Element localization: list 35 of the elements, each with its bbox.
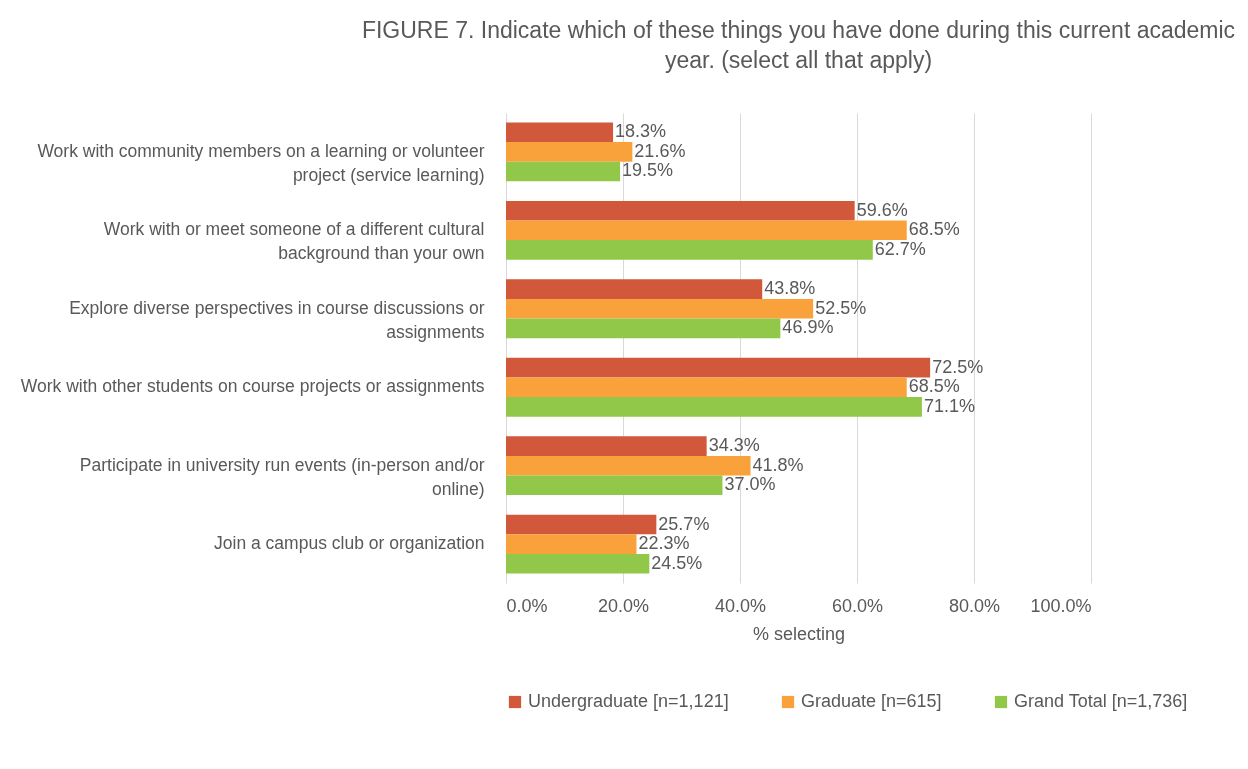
x-tick-label: 80.0% xyxy=(948,595,1001,616)
data-label: 68.5% xyxy=(908,219,960,240)
data-label: 62.7% xyxy=(874,238,926,259)
data-label: 68.5% xyxy=(908,376,960,397)
legend-label: Grand Total [n=1,736] xyxy=(1014,691,1188,711)
x-tick-label: 0.0% xyxy=(506,595,548,616)
x-tick-label: 20.0% xyxy=(597,595,650,616)
y-tick-label: Work with or meet someone of a different cultural background than your own xyxy=(103,219,485,264)
x-tick-label: 40.0% xyxy=(714,595,767,616)
data-label: 43.8% xyxy=(764,278,816,299)
data-label: 21.6% xyxy=(634,140,686,161)
legend-label: Graduate [n=615] xyxy=(801,691,942,711)
data-label: 59.6% xyxy=(856,199,908,220)
data-label: 19.5% xyxy=(622,160,674,181)
data-label: 24.5% xyxy=(651,552,703,573)
data-label: 46.9% xyxy=(782,317,834,338)
y-tick-label: Join a campus club or organization xyxy=(214,533,485,554)
y-tick-label: Participate in university run events (in-person and/or online) xyxy=(79,454,485,499)
data-label: 52.5% xyxy=(815,297,867,318)
data-label: 34.3% xyxy=(708,435,760,456)
data-label: 37.0% xyxy=(724,474,776,495)
data-label: 22.3% xyxy=(638,533,690,554)
y-tick-label: Work with community members on a learning or volunteer project (service learning) xyxy=(37,140,485,185)
data-label: 25.7% xyxy=(658,513,710,534)
data-label: 41.8% xyxy=(752,454,804,475)
legend-label: Undergraduate [n=1,121] xyxy=(528,691,729,711)
chart-title: FIGURE 7. Indicate which of these things you have done during this current academic year. (select all that apply) xyxy=(361,17,1236,73)
x-tick-label: 60.0% xyxy=(831,595,884,616)
x-axis-title: % selecting xyxy=(752,623,846,644)
data-label: 18.3% xyxy=(615,121,667,142)
data-label: 71.1% xyxy=(923,395,975,416)
y-tick-label: Explore diverse perspectives in course discussions or assignments xyxy=(69,297,485,342)
x-tick-label: 100.0% xyxy=(1030,595,1092,616)
data-label: 72.5% xyxy=(932,356,984,377)
y-tick-label: Work with other students on course projects or assignments xyxy=(20,376,485,397)
